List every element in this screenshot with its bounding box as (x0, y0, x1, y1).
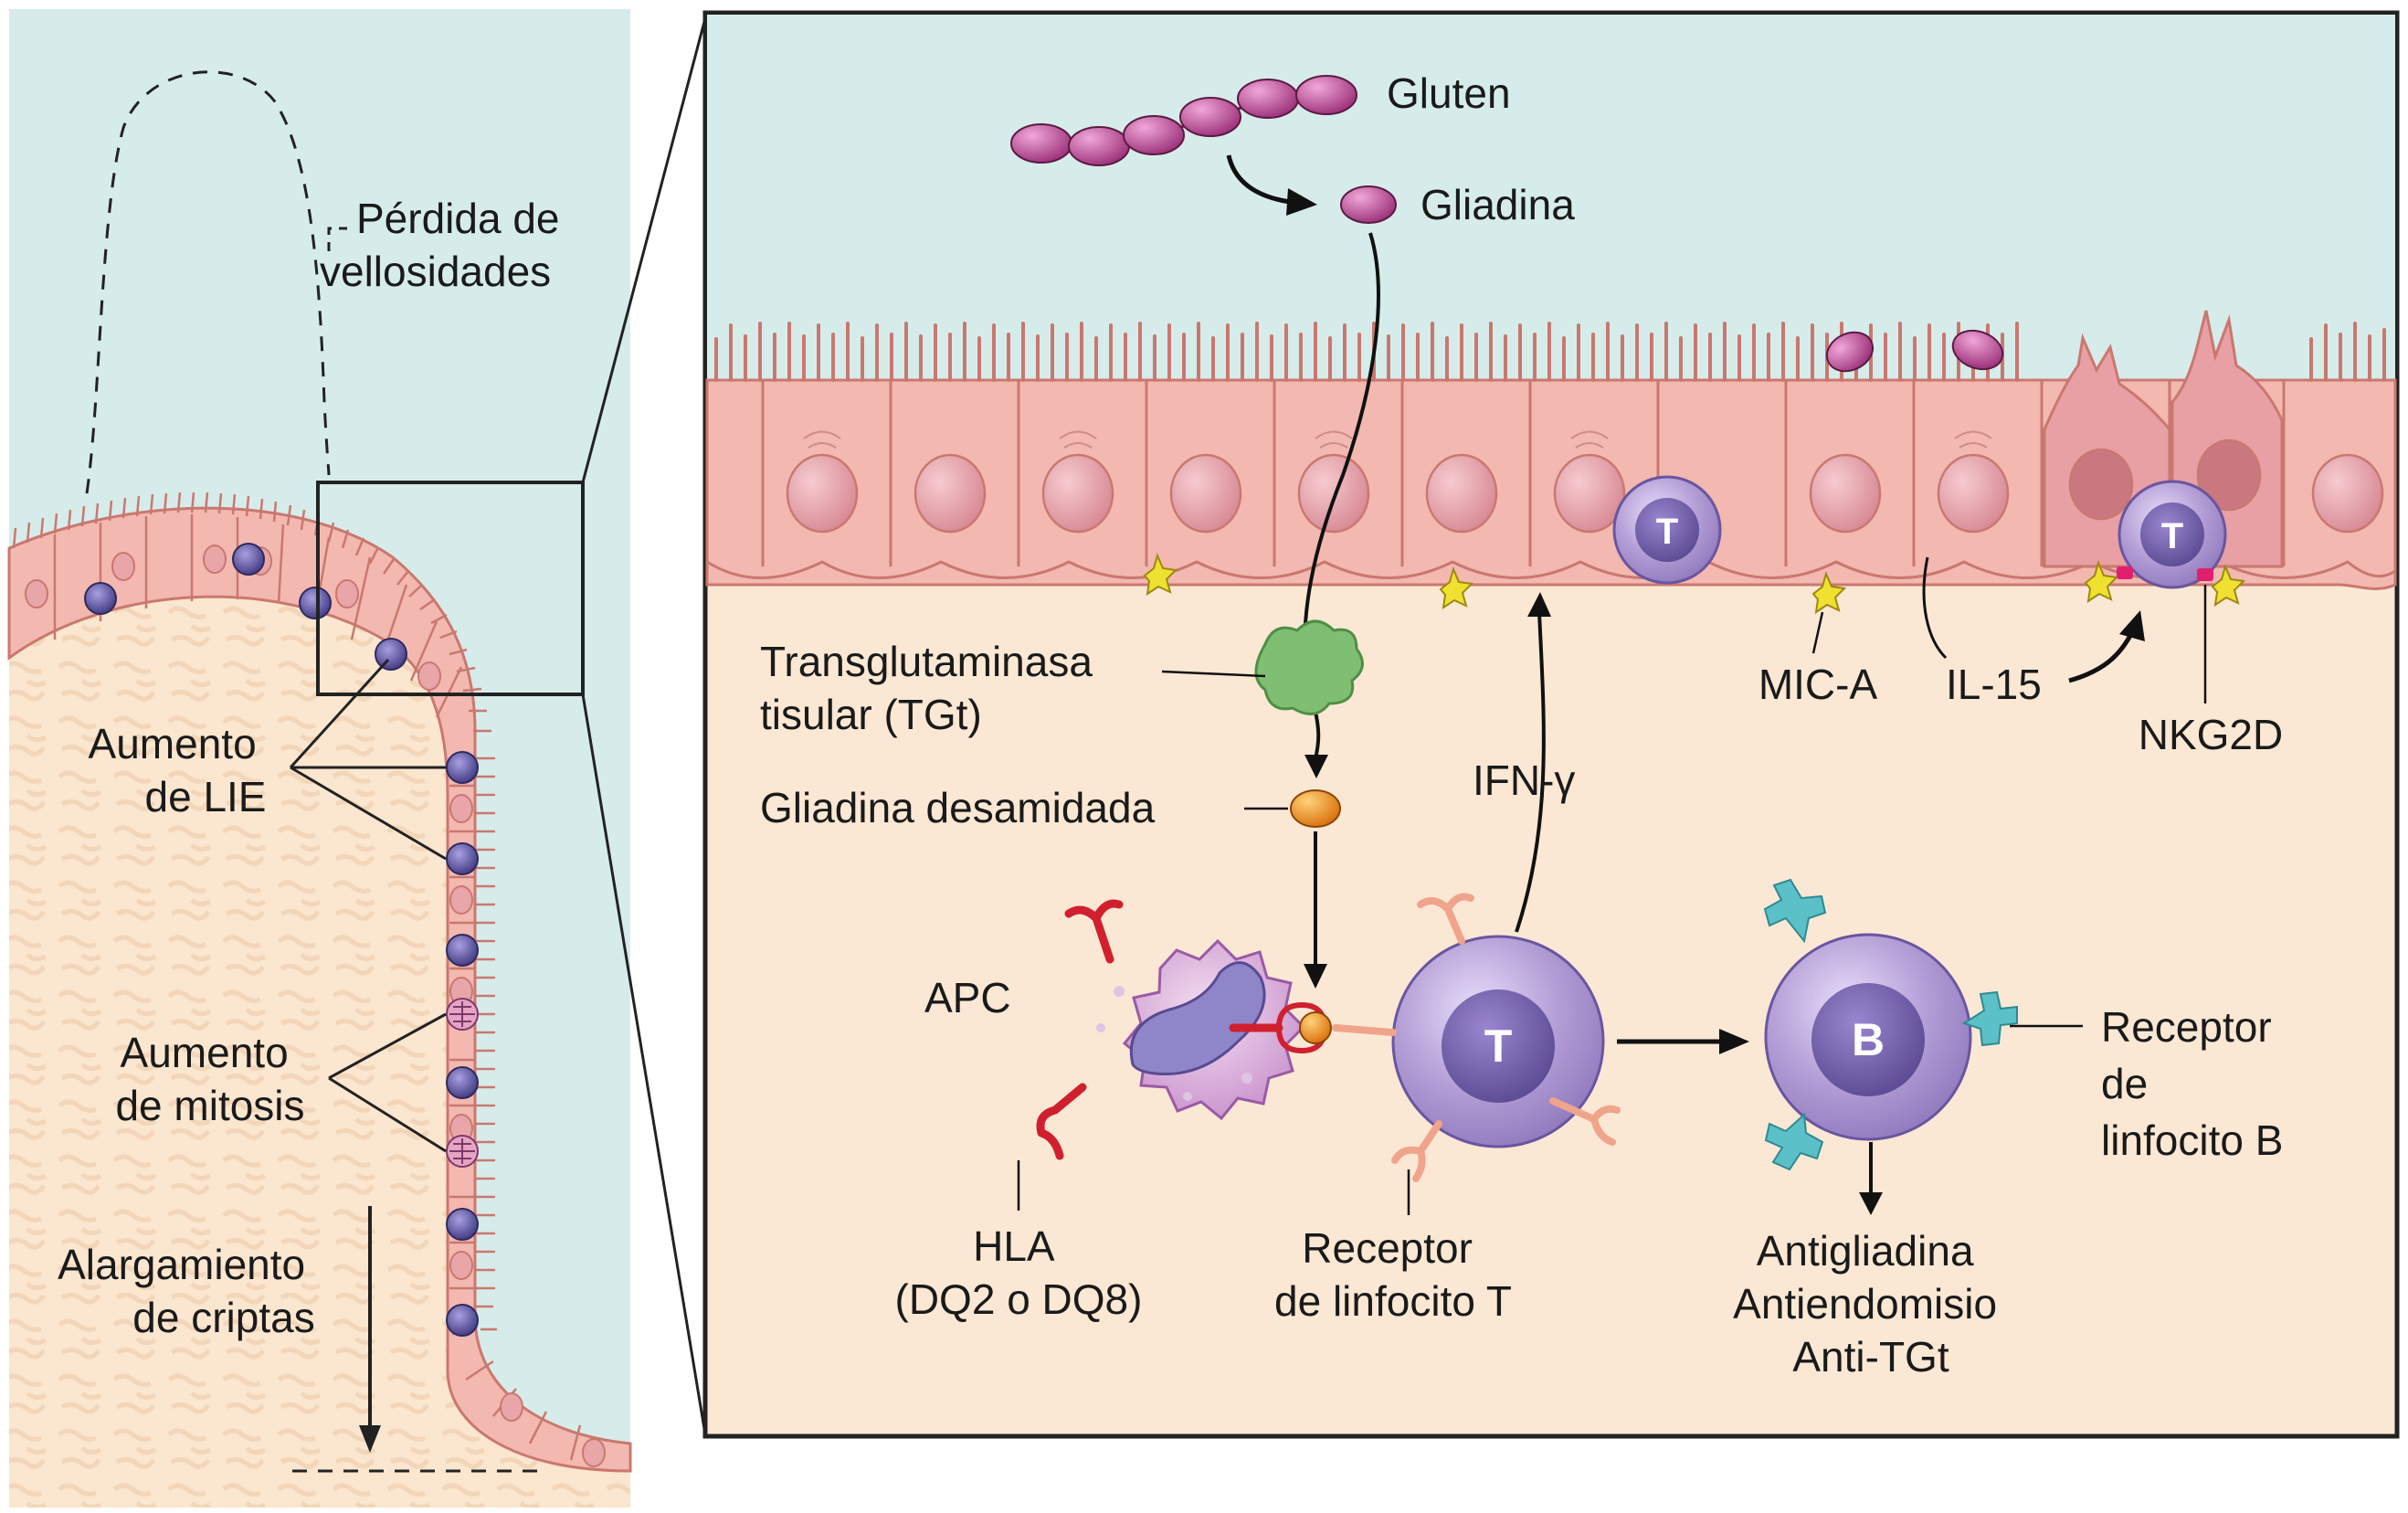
intraepithelial-t-cell-1: T (1612, 475, 1722, 585)
il15-label: IL-15 (1946, 661, 2042, 708)
surface-gliadin-2 (1951, 329, 2004, 371)
t-cell-letter-2: T (2161, 516, 2183, 556)
crypt-elongation-arrowhead (359, 1425, 381, 1453)
microvilli-crypt (475, 756, 497, 1331)
mitotic-figures (446, 998, 479, 1168)
zoom-connector-top (581, 17, 707, 483)
hla-molecules (1036, 899, 1283, 1160)
nkg2d-receptors (2117, 566, 2213, 581)
gluten-chain (1010, 75, 1357, 166)
deamidated-gliadin (1290, 789, 1341, 828)
zoom-box (316, 481, 585, 696)
villus-loss-label: Pérdida de vellosidades (320, 195, 571, 295)
lost-villus-outline (85, 70, 331, 494)
il15-leader (1922, 556, 1948, 660)
t-cell-receptors (1332, 893, 1621, 1182)
gliadin-transport-path (1303, 232, 1380, 764)
intraepithelial-t-cell-2: T (2118, 480, 2227, 589)
il15-arrowhead (2119, 610, 2145, 641)
t-cell-letter-3: T (1484, 1021, 1513, 1072)
il15-arrow (2068, 629, 2136, 683)
apc-label: APC (924, 974, 1011, 1021)
mic-a-ligands (1143, 553, 2246, 615)
crypt-elongation-label: Alargamiento de criptas (58, 1241, 317, 1341)
label-leaders-left (289, 658, 447, 1153)
golgi-marks (803, 430, 1992, 449)
ifn-arrowhead (1527, 592, 1551, 617)
b-cell-receptors (1763, 878, 2018, 1171)
gluten-to-gliadin-arrow (1226, 154, 1298, 206)
bcr-label: Receptor de linfocito B (2101, 1003, 2283, 1164)
b-cell: B (1764, 933, 1972, 1141)
presented-peptide (1299, 1011, 1332, 1044)
t-to-b-arrowhead (1719, 1029, 1749, 1054)
b-cell-letter: B (1852, 1014, 1885, 1065)
ifn-arrow (1515, 611, 1546, 933)
deamidated-gliadin-label: Gliadina desamidada (760, 784, 1156, 831)
gliadin-label: Gliadina (1421, 181, 1575, 228)
nkg2d-label: NKG2D (2139, 711, 2283, 758)
left-panel: Pérdida de vellosidades Aumento de LIE A… (7, 9, 707, 1508)
mitosis-increase-label: Aumento de mitosis (115, 1029, 304, 1129)
gliadin-molecule (1340, 185, 1397, 224)
hla-label: HLA (DQ2 o DQ8) (895, 1222, 1143, 1323)
right-panel: T T (702, 10, 2400, 1439)
iel-increase-label: Aumento de LIE (89, 720, 269, 820)
epithelial-row: T T (705, 310, 2397, 615)
intraepithelial-lymphocytes (84, 543, 479, 1337)
gluten-label: Gluten (1387, 69, 1511, 117)
t-cell-letter-1: T (1656, 512, 1678, 552)
t-helper-cell: T (1391, 935, 1605, 1148)
enterocyte-nuclei (786, 439, 2384, 534)
villus-label-leader (327, 227, 347, 251)
tgt-leader (1161, 670, 1266, 678)
gluten-to-gliadin-arrowhead (1286, 188, 1317, 216)
tcr-label: Receptor de linfocito T (1274, 1224, 1512, 1325)
antibodies-label: Antigliadina Antiendomisio Anti-TGt (1733, 1227, 2009, 1381)
mica-label: MIC-A (1758, 661, 1878, 708)
deamidated-to-hla-arrowhead (1304, 964, 1327, 989)
mica-leader (1811, 611, 1824, 654)
lamina-propria (9, 597, 630, 1508)
antibody-arrowhead (1859, 1192, 1883, 1215)
microvilli-left (12, 492, 491, 733)
zoom-connector-bottom (581, 693, 707, 1435)
ifn-label: IFN-γ (1473, 756, 1575, 804)
tgt-label: Transglutaminasa tisular (TGt) (760, 638, 1104, 738)
right-lumen (707, 15, 2395, 380)
tissue-transglutaminase (1254, 619, 1364, 715)
antigen-presenting-cell (1096, 938, 1306, 1121)
surface-gliadin-1 (1825, 331, 1875, 373)
transport-arrowhead (1304, 755, 1328, 778)
epithelial-nuclei (25, 545, 606, 1467)
